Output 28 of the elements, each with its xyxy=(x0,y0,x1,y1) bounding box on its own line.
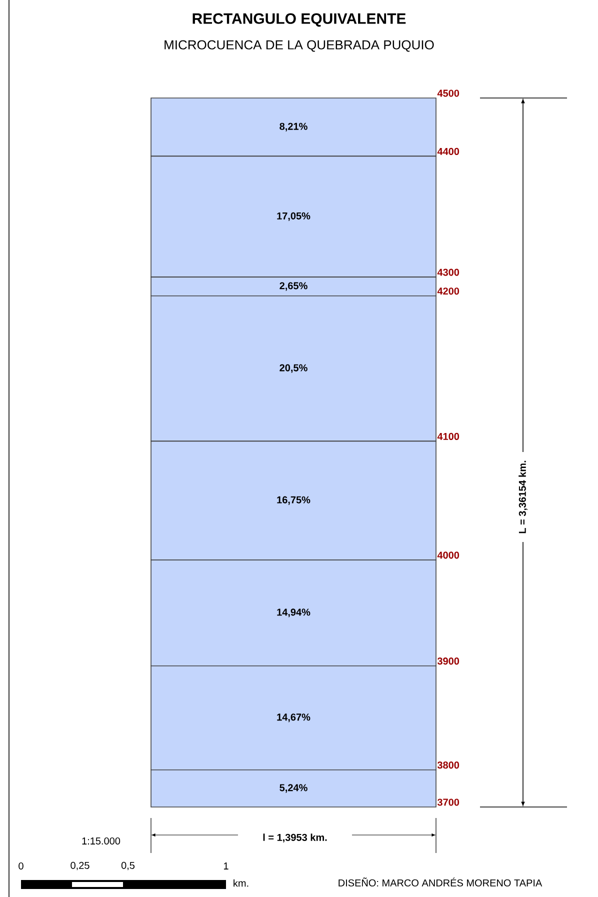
text: DISEÑO: MARCO ANDRÉS MORENO TAPIA xyxy=(338,878,542,886)
chart-subtitle: MICROCUENCA DE LA QUEBRADA PUQUIO xyxy=(164,40,434,52)
text: 3700 xyxy=(437,798,460,806)
text: 4200 xyxy=(437,288,460,295)
text: km. xyxy=(234,879,248,887)
data-label: 20,5% xyxy=(280,364,308,373)
text: 1 xyxy=(224,862,228,870)
data-label: 14,67% xyxy=(277,714,310,722)
text: 1:15.000 xyxy=(82,837,120,845)
data-label: 2,65% xyxy=(280,282,308,291)
text: 0,25 xyxy=(70,862,90,870)
text: 4400 xyxy=(437,148,460,155)
text: L = 3,36154 km. xyxy=(518,460,528,534)
text: 0,5 xyxy=(121,862,135,870)
data-label: 16,75% xyxy=(277,496,310,505)
text: l = 1,3953 km. xyxy=(263,834,327,842)
chart-title: RECTANGULO EQUIVALENTE xyxy=(192,13,406,27)
text: 4300 xyxy=(437,268,460,276)
data-label: 14,94% xyxy=(277,608,310,618)
text: 4500 xyxy=(437,90,460,97)
text: 4000 xyxy=(437,552,460,559)
data-label: 17,05% xyxy=(277,212,310,221)
data-label: 5,24% xyxy=(280,784,308,793)
text: 3800 xyxy=(437,762,460,769)
text: 0 xyxy=(18,862,24,870)
data-label: 8,21% xyxy=(280,122,308,132)
text: 4100 xyxy=(437,432,460,440)
text: 3900 xyxy=(437,658,460,665)
